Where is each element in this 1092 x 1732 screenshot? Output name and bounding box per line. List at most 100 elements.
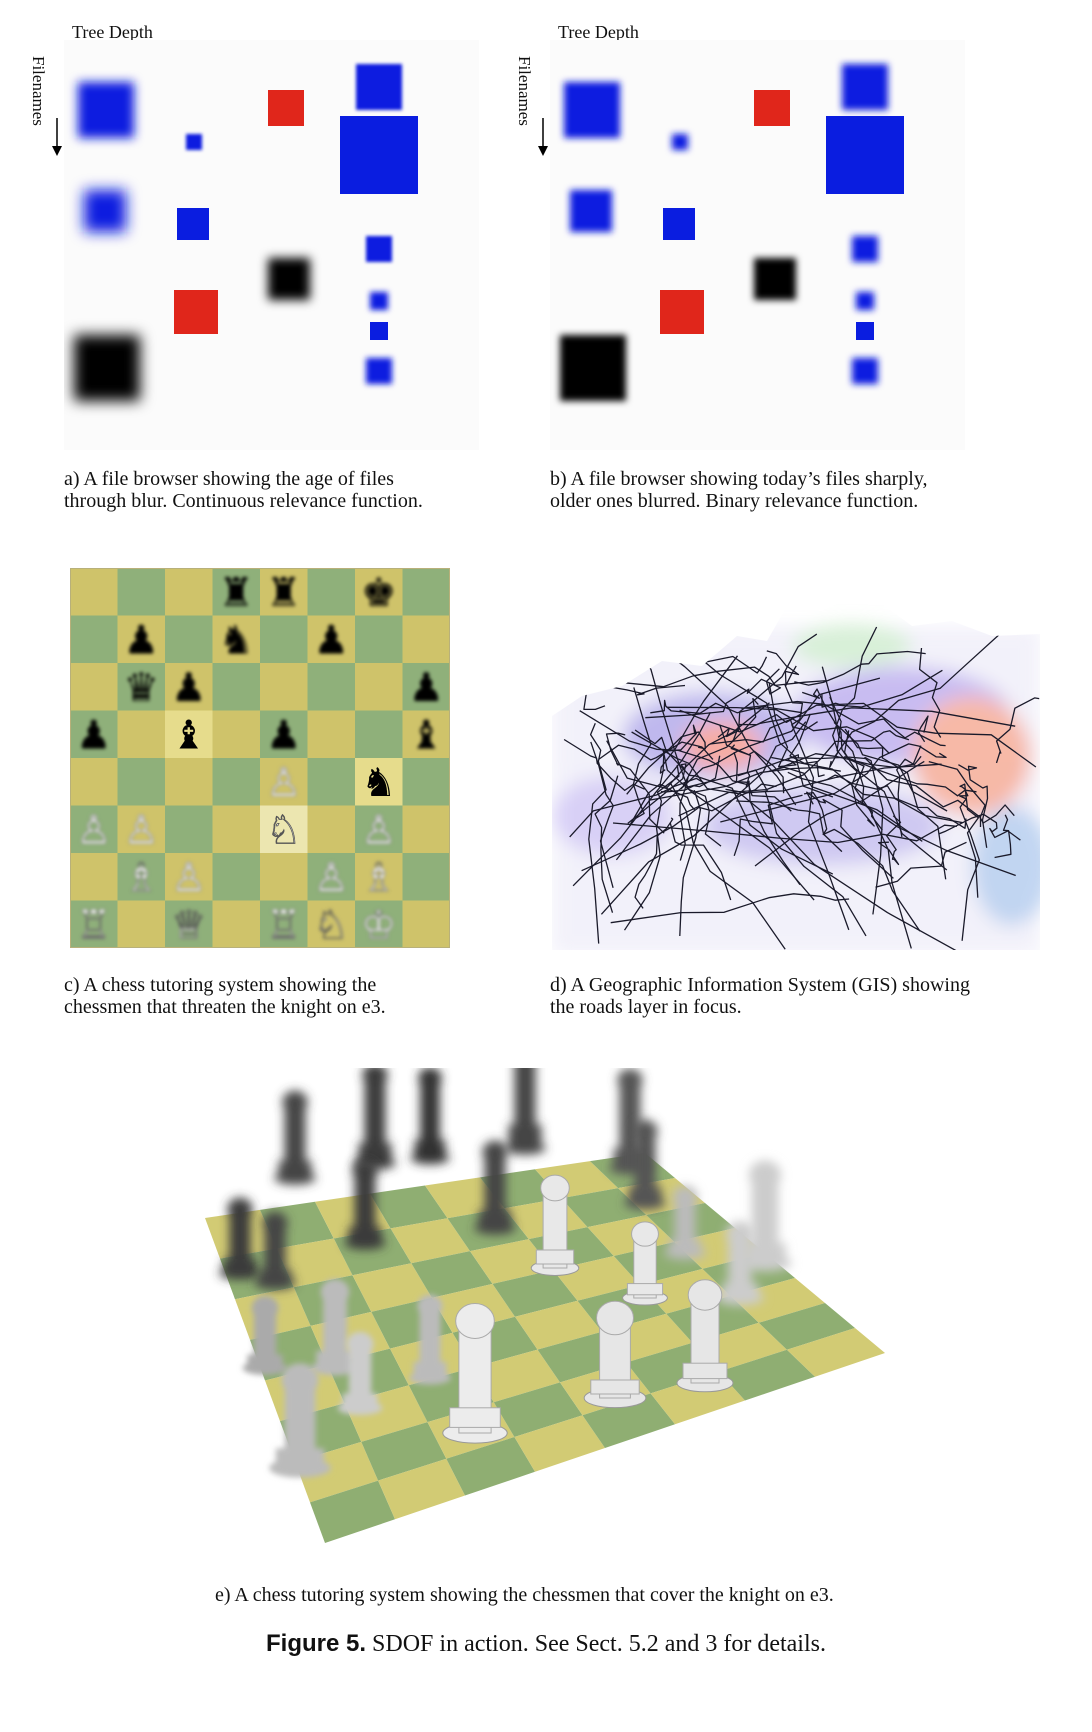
road bbox=[631, 731, 964, 950]
panel-a-file-browser bbox=[64, 40, 479, 450]
file-square bbox=[370, 292, 388, 310]
chess-piece: ♖ bbox=[76, 903, 111, 949]
chess-piece: ♙ bbox=[76, 808, 111, 854]
panel-a-yaxis-label: Filenames bbox=[29, 56, 48, 126]
chess-piece: ♗ bbox=[361, 855, 396, 901]
panel-b-xaxis-label: Tree Depth bbox=[558, 22, 639, 42]
chess-piece: ♚ bbox=[361, 570, 396, 616]
road bbox=[598, 741, 714, 761]
road bbox=[669, 782, 786, 950]
chess-piece-3d bbox=[337, 1331, 383, 1416]
file-square bbox=[186, 134, 202, 150]
road bbox=[678, 730, 910, 817]
panel-e-caption: e) A chess tutoring system showing the c… bbox=[215, 1584, 834, 1606]
chess-piece-3d bbox=[354, 1068, 396, 1170]
chess-piece: ♙ bbox=[266, 760, 301, 806]
file-square bbox=[856, 292, 874, 310]
chess-piece: ♗ bbox=[124, 855, 159, 901]
file-square bbox=[856, 322, 874, 340]
chess-piece: ♙ bbox=[314, 855, 349, 901]
file-square bbox=[366, 236, 392, 262]
road bbox=[610, 893, 850, 924]
panel-d-caption: d) A Geographic Information System (GIS)… bbox=[550, 974, 970, 1018]
panel-c-caption: c) A chess tutoring system showing the c… bbox=[64, 974, 386, 1018]
road bbox=[821, 694, 1037, 768]
road bbox=[616, 629, 722, 847]
chess-piece-3d bbox=[311, 1279, 359, 1376]
chess-piece-3d bbox=[254, 1211, 296, 1290]
file-square bbox=[754, 90, 790, 126]
road bbox=[821, 666, 883, 831]
file-square bbox=[754, 258, 796, 300]
pieces-3d bbox=[219, 1068, 792, 1478]
file-square bbox=[268, 258, 310, 300]
panel-b-yaxis-arrow bbox=[538, 118, 548, 156]
chess-piece: ♘ bbox=[266, 808, 301, 854]
file-square bbox=[570, 190, 612, 232]
road bbox=[709, 718, 818, 745]
chess-piece-3d bbox=[504, 1068, 546, 1155]
chess-piece-3d bbox=[530, 1174, 580, 1276]
road bbox=[572, 711, 711, 887]
chess-piece-3d bbox=[219, 1197, 261, 1280]
panel-a-xaxis-label: Tree Depth bbox=[72, 22, 153, 42]
chess-piece: ♟ bbox=[171, 665, 206, 711]
road bbox=[938, 813, 1021, 841]
file-square bbox=[852, 236, 878, 262]
road bbox=[645, 668, 782, 719]
road bbox=[741, 700, 946, 747]
panel-b-file-browser bbox=[550, 40, 965, 450]
road bbox=[569, 777, 704, 838]
file-square bbox=[84, 190, 126, 232]
chess-piece-3d bbox=[442, 1303, 508, 1444]
chess-piece: ♝ bbox=[171, 713, 206, 759]
road bbox=[612, 822, 957, 844]
chess-piece: ♜ bbox=[219, 570, 254, 616]
road bbox=[771, 756, 967, 829]
road bbox=[720, 743, 947, 823]
chess-piece: ♜ bbox=[266, 570, 301, 616]
file-square bbox=[78, 82, 134, 138]
file-square bbox=[74, 335, 140, 401]
road bbox=[579, 710, 747, 786]
road bbox=[595, 666, 827, 688]
road bbox=[606, 740, 696, 811]
road bbox=[563, 738, 645, 792]
figure-label: Figure 5. bbox=[266, 1630, 367, 1657]
chess-piece: ♞ bbox=[361, 760, 396, 806]
chess-piece-3d bbox=[344, 1159, 386, 1250]
gis-roads-layer bbox=[563, 625, 1040, 950]
road bbox=[731, 669, 943, 742]
chess-pieces: ♜ ♜ ♚♟ ♞ ♟♛ ♟ ♟♟ ♝ ♟ ♝♙ ♞♙ ♙ ♘ ♙♗ ♙ ♙ ♗♖ ♕ ♖ ♘ ♔ bbox=[76, 570, 444, 948]
panel-b-yaxis-label: Filenames bbox=[515, 56, 534, 126]
file-square bbox=[660, 290, 704, 334]
road bbox=[768, 682, 800, 768]
road bbox=[634, 817, 674, 909]
road bbox=[581, 783, 777, 872]
chess-piece: ♝ bbox=[409, 713, 444, 759]
panel-b-caption: b) A file browser showing today’s files … bbox=[550, 468, 928, 512]
road bbox=[717, 633, 818, 738]
road bbox=[875, 841, 967, 888]
road bbox=[959, 783, 980, 898]
road bbox=[733, 794, 803, 857]
road bbox=[664, 627, 834, 798]
file-square bbox=[340, 116, 418, 194]
road bbox=[877, 815, 902, 866]
file-square bbox=[564, 82, 620, 138]
road bbox=[615, 697, 759, 861]
chess-piece: ♖ bbox=[266, 903, 301, 949]
chess-piece: ♞ bbox=[219, 618, 254, 664]
road bbox=[626, 731, 706, 795]
figure-caption: Figure 5. SDOF in action. See Sect. 5.2 … bbox=[0, 1630, 1092, 1658]
chess-piece-3d bbox=[622, 1221, 668, 1306]
road bbox=[669, 822, 732, 901]
road bbox=[896, 755, 922, 838]
road bbox=[766, 650, 800, 686]
road bbox=[736, 800, 843, 853]
file-square bbox=[268, 90, 304, 126]
road bbox=[730, 744, 801, 886]
chess-piece-3d bbox=[664, 1185, 706, 1260]
road bbox=[666, 706, 890, 754]
road bbox=[594, 775, 619, 913]
